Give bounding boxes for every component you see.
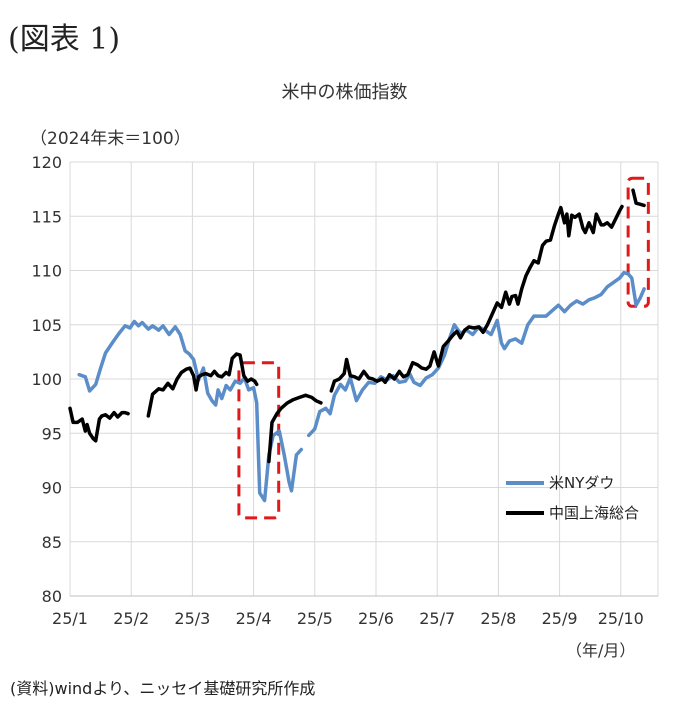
grid-layer: [69, 161, 659, 597]
x-tick-label: 25/4: [236, 609, 272, 628]
y-tick-label: 85: [42, 533, 62, 552]
x-tick-label: 25/5: [297, 609, 333, 628]
series-line-us-dow: [77, 319, 304, 503]
x-tick-label: 25/7: [419, 609, 455, 628]
x-tick-label: 25/9: [542, 609, 578, 628]
x-tick-label: 25/8: [480, 609, 516, 628]
y-tick-label: 120: [31, 153, 62, 172]
y-tick-label: 90: [42, 479, 62, 498]
figure-label: (図表 1): [8, 22, 121, 57]
series-line-shanghai: [146, 352, 259, 418]
series-line-shanghai: [267, 393, 323, 464]
series-line-shanghai: [631, 188, 646, 208]
tick-layer: 80 85 90 95 100 105 110 115 120 25/1 25/2 25/3 25/4 2…: [31, 153, 643, 628]
y-tick-label: 105: [31, 316, 62, 335]
y-tick-label: 115: [31, 207, 62, 226]
legend-label: 中国上海総合: [549, 504, 639, 522]
source-note: (資料)windより、ニッセイ基礎研究所作成: [10, 679, 316, 698]
chart-title: 米中の株価指数: [281, 82, 408, 103]
y-tick-label: 95: [42, 424, 62, 443]
y-tick-label: 80: [42, 587, 62, 606]
x-tick-label: 25/10: [598, 609, 644, 628]
series-layer: [68, 188, 646, 503]
x-tick-label: 25/2: [113, 609, 149, 628]
x-tick-label: 25/3: [174, 609, 210, 628]
x-tick-label: 25/6: [358, 609, 394, 628]
series-line-shanghai: [68, 406, 130, 443]
legend-label: 米NYダウ: [549, 474, 614, 492]
highlight-box-october: [626, 176, 650, 308]
series-line-us-dow: [306, 270, 646, 438]
x-axis-unit: （年/月）: [566, 641, 636, 660]
x-tick-label: 25/1: [52, 609, 88, 628]
highlight-layer: [237, 176, 650, 520]
y-axis-unit: （2024年末＝100）: [30, 129, 191, 149]
series-line-shanghai: [329, 204, 624, 393]
y-tick-label: 100: [31, 370, 62, 389]
y-tick-label: 110: [31, 262, 62, 281]
